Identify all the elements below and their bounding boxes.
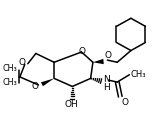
Text: O: O — [121, 98, 128, 107]
Polygon shape — [41, 78, 54, 86]
Text: N: N — [104, 75, 110, 84]
Text: CH₃: CH₃ — [3, 78, 18, 87]
Text: CH₃: CH₃ — [3, 64, 18, 73]
Text: O: O — [31, 82, 38, 91]
Text: OH: OH — [65, 100, 79, 108]
Polygon shape — [93, 59, 104, 64]
Text: O: O — [79, 47, 86, 56]
Text: O: O — [18, 58, 25, 67]
Text: O: O — [105, 51, 112, 60]
Text: CH₃: CH₃ — [131, 70, 146, 79]
Text: H: H — [104, 83, 110, 92]
